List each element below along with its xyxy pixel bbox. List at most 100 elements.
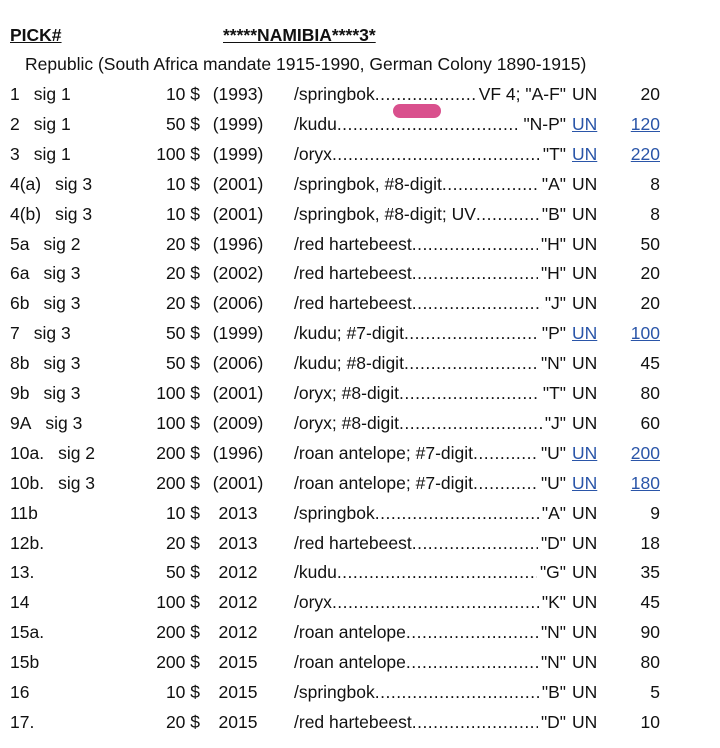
- pick-cell: 15b: [10, 651, 39, 673]
- pick-cell: 15a.: [10, 621, 44, 643]
- year: 2012: [218, 592, 258, 613]
- description: /oryx; #8-digit: [294, 412, 400, 433]
- description: /kudu: [294, 562, 337, 583]
- list-row: 5a sig 2 20 $ (1996) /red hartebeest "H" UN 50: [0, 233, 720, 255]
- price: 90: [640, 622, 660, 643]
- year: (1996): [212, 233, 264, 254]
- list-row: 12b. 20 $ 2013/red hartebeest "D" UN 18: [0, 532, 720, 554]
- grade: UN: [572, 711, 598, 732]
- list-row: 2 sig 1 50 $ (1999) /kudu "N-P" UN 120: [0, 113, 720, 135]
- denomination: 200 $: [156, 652, 200, 673]
- pick-cell: 10b. sig 3: [10, 472, 95, 494]
- pick-number: 10b.: [10, 472, 45, 493]
- year: (2001): [212, 203, 264, 224]
- prefix: "D": [540, 711, 566, 732]
- pick-cell: 3 sig 1: [10, 143, 71, 165]
- price[interactable]: 200: [630, 442, 660, 463]
- year: (2002): [212, 263, 264, 284]
- description-cell: /red hartebeest "H": [294, 262, 566, 284]
- dot-leader: [375, 502, 539, 524]
- list-row: 15b 200 $ 2015/roan antelope "N" UN 80: [0, 651, 720, 673]
- list-row: 15a. 200 $ 2012/roan antelope "N" UN 90: [0, 621, 720, 643]
- pick-number: 17.: [10, 711, 35, 732]
- denomination: 50 $: [165, 353, 200, 374]
- prefix: "T": [542, 383, 566, 403]
- dot-leader: [412, 292, 542, 314]
- description-cell: /oryx; #8-digit "T": [294, 382, 566, 404]
- grade: UN: [572, 622, 598, 643]
- description-cell: /red hartebeest "D": [294, 532, 566, 554]
- prefix: "H": [540, 233, 566, 254]
- pick-cell: 1 sig 1: [10, 83, 71, 105]
- description: /kudu; #8-digit: [294, 353, 404, 374]
- signature: sig 3: [43, 293, 81, 314]
- year: (2009): [212, 412, 264, 433]
- grade: UN: [572, 263, 598, 284]
- grade: UN: [572, 203, 598, 224]
- subtitle: Republic (South Africa mandate 1915-1990…: [25, 54, 587, 74]
- prefix: "B": [541, 682, 566, 702]
- price: 80: [640, 383, 660, 403]
- signature: sig 3: [43, 263, 81, 284]
- description: /roan antelope; #7-digit: [294, 472, 474, 493]
- price: 45: [640, 592, 660, 613]
- list-row: 8b sig 3 50 $ (2006) /kudu; #8-digit "N" UN 45: [0, 352, 720, 374]
- pick-cell: 4(a) sig 3: [10, 173, 92, 195]
- pick-number: 3: [10, 143, 20, 164]
- denomination: 100 $: [156, 592, 200, 613]
- price: 8: [650, 203, 660, 224]
- price: 20: [640, 263, 660, 284]
- price[interactable]: 180: [630, 472, 660, 493]
- price: 9: [650, 502, 660, 523]
- description: /roan antelope: [294, 622, 406, 643]
- price[interactable]: 220: [630, 143, 660, 164]
- description-cell: /oryx "K": [294, 591, 566, 613]
- pick-number: 6a: [10, 263, 30, 284]
- signature: sig 3: [43, 383, 81, 403]
- list-row: 1 sig 1 10 $ (1993) /springbok VF 4; "A-F" UN 2…: [0, 83, 720, 105]
- pick-cell: 12b.: [10, 532, 44, 554]
- description-cell: /roan antelope; #7-digit "U": [294, 472, 566, 494]
- denomination: 20 $: [165, 532, 200, 553]
- prefix: "N": [540, 652, 566, 673]
- grade: UN: [572, 592, 598, 613]
- description-cell: /springbok VF 4; "A-F": [294, 83, 566, 105]
- prefix: "N-P": [523, 113, 566, 134]
- description: /oryx: [294, 143, 332, 164]
- signature: sig 3: [45, 412, 83, 433]
- grade[interactable]: UN: [572, 472, 598, 493]
- description: /red hartebeest: [294, 532, 412, 553]
- signature: sig 3: [55, 203, 93, 224]
- prefix: "A": [541, 173, 566, 194]
- dot-leader: [476, 203, 539, 225]
- year: (2001): [212, 173, 264, 194]
- dot-leader: [412, 233, 538, 255]
- grade: UN: [572, 233, 598, 254]
- description: /kudu; #7-digit: [294, 323, 404, 344]
- grade[interactable]: UN: [572, 113, 598, 134]
- prefix: "N": [540, 622, 566, 643]
- grade[interactable]: UN: [572, 323, 598, 344]
- list-row: 11b 10 $ 2013/springbok "A" UN 9: [0, 502, 720, 524]
- year: 2013: [218, 532, 258, 553]
- dot-leader: [473, 472, 538, 494]
- price: 8: [650, 173, 660, 194]
- description-cell: /red hartebeest "J": [294, 292, 566, 314]
- pick-number: 9b: [10, 383, 30, 403]
- description-cell: /kudu; #8-digit "N": [294, 352, 566, 374]
- price[interactable]: 120: [630, 113, 660, 134]
- dot-leader: [399, 382, 540, 404]
- prefix: "J": [544, 293, 566, 314]
- pick-number: 14: [10, 592, 30, 613]
- pick-number: 16: [10, 682, 30, 702]
- denomination: 100 $: [156, 383, 200, 403]
- grade: UN: [572, 353, 598, 374]
- description-cell: /kudu "G": [294, 561, 566, 583]
- pick-cell: 9b sig 3: [10, 382, 80, 404]
- grade: UN: [572, 84, 598, 104]
- price[interactable]: 100: [630, 323, 660, 344]
- grade[interactable]: UN: [572, 143, 598, 164]
- denomination: 100 $: [156, 143, 200, 164]
- signature: sig 3: [33, 323, 71, 344]
- grade[interactable]: UN: [572, 442, 598, 463]
